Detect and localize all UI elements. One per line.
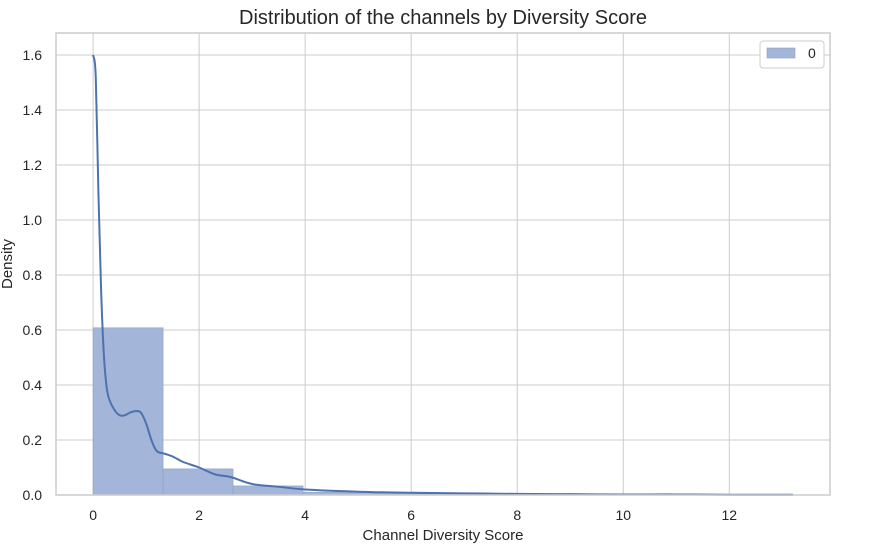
y-tick-label-2: 0.4 xyxy=(23,377,43,393)
y-axis-title: Density xyxy=(0,238,16,289)
x-tick-label-1: 2 xyxy=(195,507,203,523)
legend-label: 0 xyxy=(808,45,816,61)
x-tick-label-5: 10 xyxy=(615,507,631,523)
plot-border xyxy=(55,32,831,496)
x-tick-label-4: 8 xyxy=(513,507,521,523)
x-tick-label-3: 6 xyxy=(407,507,415,523)
y-tick-label-5: 1.0 xyxy=(23,212,43,228)
y-tick-label-3: 0.6 xyxy=(23,322,43,338)
y-tick-label-0: 0.0 xyxy=(23,487,43,503)
histogram-bar-1 xyxy=(162,468,234,496)
tick-labels: 0 2 4 6 8 10 12 0.0 0.2 0.4 0.6 0.8 1.0 1.2 1.4 1.6 xyxy=(23,47,738,523)
y-tick-label-7: 1.4 xyxy=(23,102,43,118)
x-tick-label-6: 12 xyxy=(721,507,737,523)
x-tick-label-2: 4 xyxy=(301,507,309,523)
grid-layer xyxy=(56,33,830,496)
y-tick-label-8: 1.6 xyxy=(23,47,43,63)
x-axis-title: Channel Diversity Score xyxy=(363,527,524,544)
plot-frame xyxy=(55,32,831,496)
legend: 0 xyxy=(759,40,825,69)
kde-layer xyxy=(92,54,793,496)
y-tick-label-6: 1.2 xyxy=(23,157,43,173)
legend-patch xyxy=(766,47,796,59)
histogram-bar-2 xyxy=(232,485,304,496)
chart-title: Distribution of the channels by Diversit… xyxy=(239,7,647,29)
y-tick-label-1: 0.2 xyxy=(23,432,43,448)
x-tick-label-0: 0 xyxy=(89,507,97,523)
bars-layer xyxy=(92,327,794,496)
kde-line xyxy=(92,54,793,496)
y-tick-label-4: 0.8 xyxy=(23,267,43,283)
